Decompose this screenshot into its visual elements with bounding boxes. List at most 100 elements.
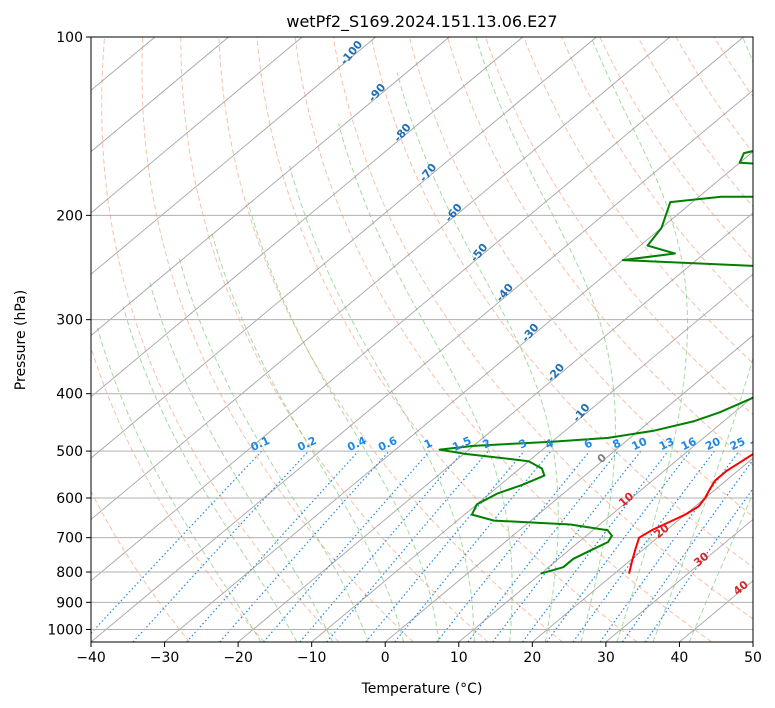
mixing-ratio-label: 36: [769, 435, 775, 453]
dry-adiabat-line: [218, 37, 563, 642]
mixing-ratio-label: 10: [630, 435, 650, 453]
plot-frame: [90, 36, 754, 643]
mixing-ratio-label: 30: [748, 435, 768, 453]
mixing-ratio-line: [572, 450, 715, 642]
x-tick-label: 0: [381, 650, 390, 666]
y-tick-label: 400: [56, 387, 83, 403]
moist-adiabat-line: [97, 327, 262, 642]
dry-adiabat-line: [561, 37, 753, 313]
dry-adiabat-line: [599, 37, 753, 261]
moist-adiabat-line: [247, 201, 440, 642]
mixing-ratio-line: [326, 450, 489, 642]
isotherm-line: [164, 151, 753, 642]
dry-adiabat-line: [485, 37, 753, 416]
isotherm-label: 20: [652, 521, 672, 541]
mixing-ratio-line: [299, 450, 464, 642]
dry-adiabat-label: -80: [391, 121, 414, 145]
mixing-ratio-line: [91, 450, 263, 635]
x-tick-label: −20: [223, 650, 253, 666]
y-tick-label: 1000: [47, 622, 83, 638]
mixing-ratio-line: [599, 450, 740, 642]
isotherm-line: [91, 37, 229, 153]
mixing-ratio-label: 25: [728, 435, 747, 453]
x-axis-label: Temperature (°C): [361, 681, 483, 697]
mixing-ratio-label: 2: [480, 436, 492, 451]
x-tick-label: 40: [671, 650, 689, 666]
mixing-ratio-line: [394, 450, 552, 642]
dry-adiabat-line: [332, 37, 753, 620]
y-tick-label: 600: [56, 491, 83, 507]
dry-adiabat-line: [408, 37, 753, 518]
dry-adiabat-label: -100: [338, 38, 366, 68]
dewpoint-profile-line: [438, 150, 753, 575]
dry-adiabat-label: -90: [366, 81, 389, 105]
mixing-ratio-line: [436, 450, 591, 642]
x-tick-label: −30: [150, 650, 180, 666]
mixing-ratio-line: [219, 450, 390, 642]
moist-adiabat-line: [338, 123, 513, 642]
line-annotations: 0.1 0.2 0.4 0.6 1 1.5 2 3 4 6 8 10 13 16 20 25 30 36-100-…: [249, 38, 775, 598]
isotherm-line: [458, 396, 753, 642]
isotherm-line: [91, 37, 597, 459]
x-tick-label: 30: [597, 650, 615, 666]
moist-adiabat-line: [475, 37, 616, 642]
mixing-ratio-label: 8: [610, 436, 622, 451]
isotherm-line: [91, 89, 753, 642]
isotherm-line: [532, 457, 753, 642]
mixing-ratio-line: [467, 450, 619, 642]
moist-adiabat-line: [652, 37, 753, 642]
y-tick-label: 800: [56, 565, 83, 581]
isotherm-line: [91, 37, 671, 520]
dry-adiabat-line: [447, 37, 753, 466]
axes: −40 −30 −20 −10 0 10 20 30 40 5010020030040050060…: [47, 30, 762, 666]
y-tick-label: 200: [56, 208, 83, 224]
dry-adiabat-line: [91, 345, 265, 642]
dry-adiabat-line: [294, 37, 713, 642]
mixing-ratio-line: [522, 450, 669, 642]
isotherm-line: [605, 518, 753, 642]
dry-adiabat-label: -60: [442, 201, 465, 225]
moist-adiabat-line: [122, 306, 298, 642]
chart-title: wetPf2_S169.2024.151.13.06.E27: [286, 12, 557, 32]
isotherm-line: [91, 37, 376, 275]
isotherm-line: [91, 37, 303, 214]
mixing-ratio-line: [622, 458, 753, 642]
x-tick-label: −40: [76, 650, 106, 666]
dry-adiabat-label: -20: [544, 361, 567, 385]
mixing-ratio-line: [186, 450, 359, 642]
mixing-ratio-line: [365, 450, 525, 642]
moist-adiabat-line: [178, 256, 369, 642]
dry-adiabat-line: [256, 37, 638, 642]
dry-adiabat-line: [180, 37, 489, 642]
dry-adiabat-line: [751, 37, 753, 40]
moist-adiabat-line: [396, 72, 559, 642]
dry-adiabat-label: -50: [468, 241, 491, 265]
mixing-ratio-line: [644, 487, 753, 642]
isotherm-line: [679, 580, 753, 642]
isotherm-line: [91, 37, 744, 582]
isotherm-label: 30: [691, 549, 711, 569]
y-tick-label: 300: [56, 313, 83, 329]
y-tick-label: 900: [56, 595, 83, 611]
isotherm-line: [91, 37, 524, 398]
moist-adiabat-line: [149, 282, 334, 642]
isotherm-line: [311, 273, 753, 642]
dry-adiabat-line: [675, 37, 753, 154]
y-tick-label: 100: [56, 30, 83, 46]
temperature-profile-line: [628, 452, 753, 574]
mixing-ratio-label: 20: [703, 435, 723, 453]
mixing-ratio-label: 4: [543, 436, 556, 451]
plot-background-lines: [91, 37, 753, 642]
dry-adiabat-line: [101, 37, 340, 642]
isotherm-line: [91, 37, 450, 337]
mixing-ratio-line: [132, 450, 309, 642]
mixing-ratio-label: 16: [679, 435, 699, 453]
y-tick-label: 500: [56, 444, 83, 460]
dry-adiabat-line: [523, 37, 753, 364]
y-axis-label: Pressure (hPa): [13, 290, 29, 390]
mixing-ratio-line: [546, 450, 691, 642]
y-tick-label: 700: [56, 531, 83, 547]
dry-adiabat-label: -10: [570, 401, 593, 425]
moist-adiabat-line: [289, 165, 475, 642]
